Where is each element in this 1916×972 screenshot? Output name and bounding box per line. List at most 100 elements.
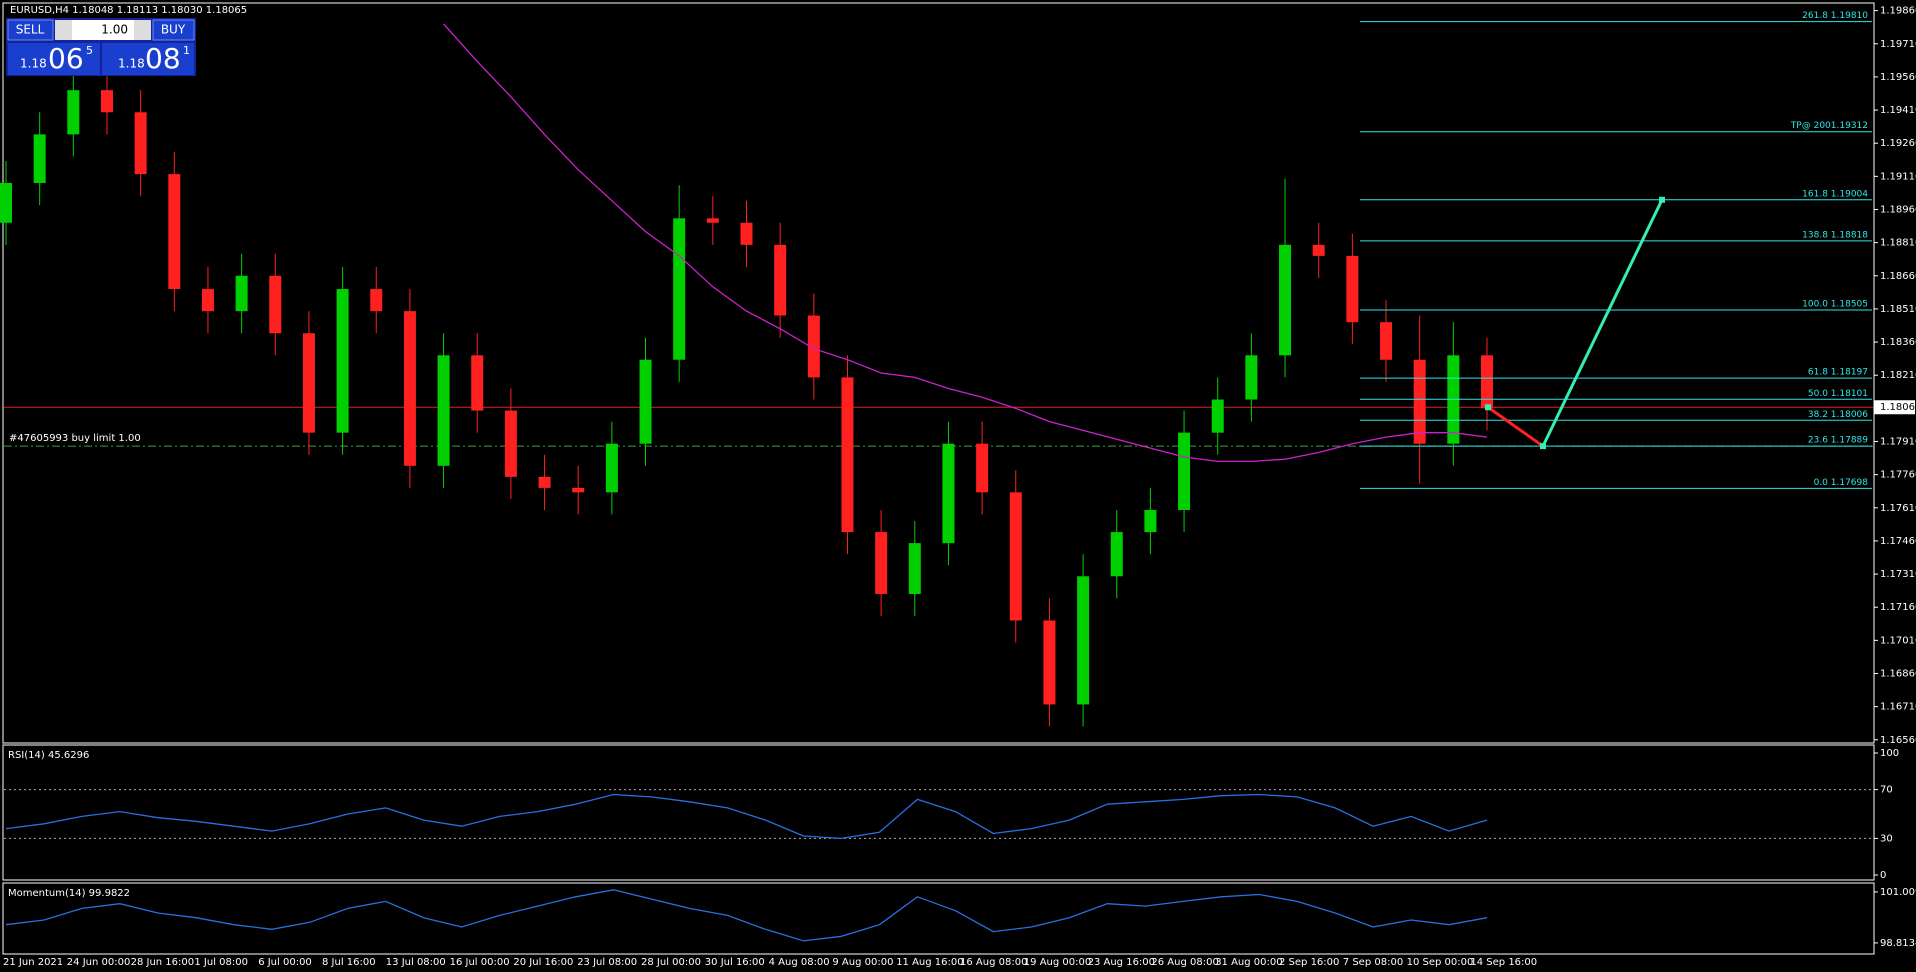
- x-tick-label: 13 Jul 08:00: [386, 957, 446, 968]
- candle-body: [1043, 620, 1056, 705]
- candle-body: [235, 275, 248, 312]
- candle-body: [1178, 432, 1191, 510]
- y-tick-label: 1.19710: [1880, 39, 1916, 50]
- x-tick-label: 21 Jun 2021: [3, 957, 63, 968]
- main-panel: [2, 2, 1875, 744]
- x-tick-label: 1 Jul 08:00: [194, 957, 248, 968]
- fib-label: 50.0 1.18101: [1808, 389, 1868, 399]
- moving-average: [443, 23, 1488, 463]
- momentum-panel: [2, 882, 1875, 955]
- candle-body: [1009, 492, 1022, 621]
- candle-body: [370, 289, 383, 312]
- sell-label: SELL: [16, 23, 45, 37]
- rsi-line: [5, 793, 1488, 840]
- x-tick-label: 6 Jul 00:00: [258, 957, 312, 968]
- candle-body: [1245, 355, 1258, 400]
- candle-body: [942, 443, 955, 544]
- candle-body: [807, 315, 820, 378]
- candle-body: [471, 355, 484, 411]
- x-tick-label: 28 Jul 00:00: [641, 957, 701, 968]
- y-tick-label: 1.16710: [1880, 702, 1916, 713]
- bid-small: 5: [86, 44, 93, 57]
- candle-body: [403, 311, 416, 466]
- fib-label: 38.2 1.18006: [1808, 410, 1868, 420]
- y-tick-label: 1.17910: [1880, 436, 1916, 447]
- candle-body: [605, 443, 618, 493]
- y-tick-label: 1.19110: [1880, 171, 1916, 182]
- x-tick-label: 14 Sep 16:00: [1470, 957, 1537, 968]
- y-tick-label: 1.19410: [1880, 105, 1916, 116]
- candle-body: [908, 543, 921, 594]
- fib-label: 61.8 1.18197: [1808, 368, 1868, 378]
- candle-body: [67, 90, 80, 135]
- projection-drop: [1487, 406, 1544, 448]
- candle-body: [134, 112, 147, 175]
- y-tick-label: 1.16860: [1880, 669, 1916, 680]
- candle-body: [673, 218, 686, 360]
- y-tick-label: 1.19860: [1880, 6, 1916, 17]
- candle-body: [269, 275, 282, 334]
- candle-body: [1110, 532, 1123, 577]
- momentum-title: Momentum(14) 99.9822: [8, 888, 130, 899]
- y-tick-label: 1.18960: [1880, 204, 1916, 215]
- x-tick-label: 9 Aug 00:00: [832, 957, 893, 968]
- candle-body: [100, 90, 113, 113]
- y-tick-label: 0: [1880, 870, 1886, 881]
- x-tick-label: 26 Aug 08:00: [1151, 957, 1218, 968]
- fib-label: 261.8 1.19810: [1802, 11, 1868, 21]
- y-tick-label: 100: [1880, 748, 1899, 759]
- candle-body: [33, 134, 46, 183]
- candle-body: [706, 218, 719, 223]
- x-tick-label: 11 Aug 16:00: [896, 957, 963, 968]
- fib-label: 0.0 1.17698: [1814, 478, 1869, 488]
- fib-label: 100.0 1.18505: [1802, 300, 1868, 310]
- bid-prefix: 1.18: [20, 57, 47, 71]
- lots-value: 1.00: [101, 23, 128, 37]
- lots-input[interactable]: [72, 20, 134, 40]
- lots-up[interactable]: [134, 20, 151, 40]
- buy-button[interactable]: [152, 19, 195, 41]
- candle-body: [774, 244, 787, 316]
- y-tick-label: 1.16560: [1880, 735, 1916, 746]
- candle-body: [1312, 244, 1325, 256]
- candle-body: [1481, 355, 1493, 409]
- x-tick-label: 19 Aug 00:00: [1024, 957, 1091, 968]
- projection-node: [1485, 404, 1491, 411]
- rsi-title: RSI(14) 45.6296: [8, 750, 89, 761]
- ask-box[interactable]: [102, 43, 194, 75]
- bid-box[interactable]: [8, 43, 100, 75]
- y-tick-label: 1.17460: [1880, 536, 1916, 547]
- candle-body: [538, 476, 551, 488]
- candle-body: [0, 182, 12, 223]
- lots-down[interactable]: [55, 20, 72, 40]
- x-tick-label: 23 Aug 16:00: [1088, 957, 1155, 968]
- y-tick-label: 1.18810: [1880, 238, 1916, 249]
- x-tick-label: 20 Jul 16:00: [513, 957, 573, 968]
- y-tick-label: 1.19560: [1880, 72, 1916, 83]
- x-tick-label: 23 Jul 08:00: [577, 957, 637, 968]
- bid-big: 06: [48, 42, 84, 75]
- current-price-label: 1.18065: [1880, 402, 1916, 413]
- x-tick-label: 4 Aug 08:00: [769, 957, 830, 968]
- candle-body: [1077, 576, 1090, 705]
- y-tick-label: 70: [1880, 785, 1893, 796]
- x-tick-label: 16 Aug 08:00: [960, 957, 1027, 968]
- y-tick-label: 1.18510: [1880, 304, 1916, 315]
- candle-body: [1413, 359, 1426, 444]
- projection-rise: [1541, 199, 1664, 447]
- candle-body: [740, 222, 753, 245]
- x-tick-label: 28 Jun 16:00: [131, 957, 195, 968]
- chart-layer: 1.19860 1.19710 1.19560 1.19410 1.19260 1.191…: [0, 6, 1916, 968]
- buy-label: BUY: [161, 23, 186, 37]
- fib-label: 161.8 1.19004: [1802, 189, 1868, 199]
- sell-button[interactable]: [7, 19, 54, 41]
- projection-node: [1540, 443, 1546, 450]
- y-tick-label: 1.17760: [1880, 470, 1916, 481]
- candle-body: [1211, 399, 1224, 433]
- fib-label: 23.6 1.17889: [1808, 436, 1868, 446]
- ask-prefix: 1.18: [118, 57, 145, 71]
- y-tick-label: 1.18360: [1880, 337, 1916, 348]
- x-tick-label: 2 Sep 16:00: [1279, 957, 1339, 968]
- candle-body: [572, 487, 585, 493]
- candle-body: [168, 174, 181, 290]
